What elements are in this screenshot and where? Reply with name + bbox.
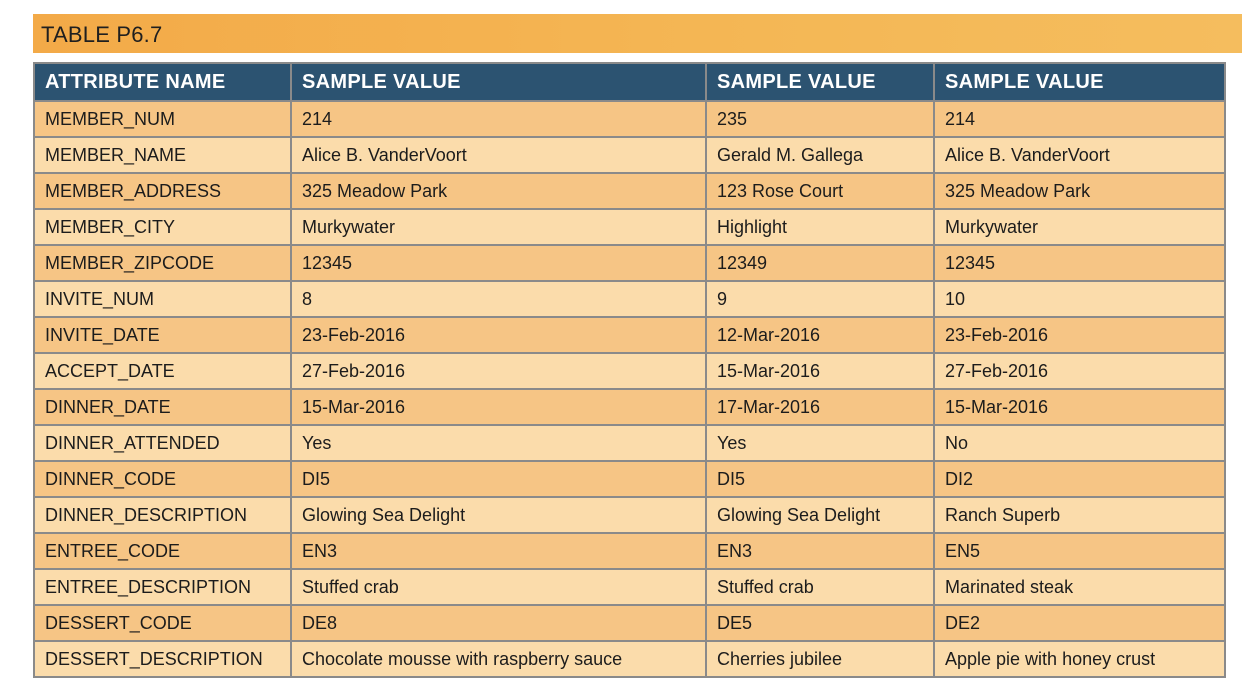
- sample-value-1-cell: 15-Mar-2016: [290, 388, 707, 426]
- table-header: ATTRIBUTE NAME SAMPLE VALUE SAMPLE VALUE…: [33, 62, 1226, 102]
- sample-value-1-cell: DE8: [290, 604, 707, 642]
- header-attribute-name: ATTRIBUTE NAME: [33, 62, 292, 102]
- table-row: MEMBER_NUM 214 235 214: [33, 100, 1226, 138]
- attribute-name-cell: DESSERT_CODE: [33, 604, 292, 642]
- sample-value-1-cell: 8: [290, 280, 707, 318]
- sample-value-1-cell: Murkywater: [290, 208, 707, 246]
- attribute-name-cell: DINNER_CODE: [33, 460, 292, 498]
- sample-value-2-cell: DE5: [705, 604, 935, 642]
- table-row: DINNER_ATTENDED Yes Yes No: [33, 424, 1226, 462]
- attribute-name-cell: MEMBER_NUM: [33, 100, 292, 138]
- sample-value-1-cell: DI5: [290, 460, 707, 498]
- sample-value-2-cell: Glowing Sea Delight: [705, 496, 935, 534]
- sample-value-2-cell: Yes: [705, 424, 935, 462]
- sample-value-3-cell: 10: [933, 280, 1226, 318]
- table-row: DESSERT_DESCRIPTION Chocolate mousse with…: [33, 640, 1226, 678]
- header-sample-value-2: SAMPLE VALUE: [705, 62, 935, 102]
- header-sample-value-3: SAMPLE VALUE: [933, 62, 1226, 102]
- table-row: MEMBER_ADDRESS 325 Meadow Park 123 Rose Co…: [33, 172, 1226, 210]
- attribute-name-cell: MEMBER_ADDRESS: [33, 172, 292, 210]
- attribute-name-cell: ENTREE_DESCRIPTION: [33, 568, 292, 606]
- attribute-name-cell: DINNER_DESCRIPTION: [33, 496, 292, 534]
- sample-value-3-cell: DE2: [933, 604, 1226, 642]
- sample-value-1-cell: Yes: [290, 424, 707, 462]
- attribute-name-cell: DINNER_DATE: [33, 388, 292, 426]
- attribute-name-cell: DINNER_ATTENDED: [33, 424, 292, 462]
- attribute-sample-table: ATTRIBUTE NAME SAMPLE VALUE SAMPLE VALUE…: [33, 62, 1226, 678]
- table-row: INVITE_NUM 8 9 10: [33, 280, 1226, 318]
- sample-value-2-cell: EN3: [705, 532, 935, 570]
- sample-value-2-cell: 12-Mar-2016: [705, 316, 935, 354]
- sample-value-1-cell: Alice B. VanderVoort: [290, 136, 707, 174]
- sample-value-3-cell: Alice B. VanderVoort: [933, 136, 1226, 174]
- sample-value-1-cell: Chocolate mousse with raspberry sauce: [290, 640, 707, 678]
- sample-value-3-cell: Marinated steak: [933, 568, 1226, 606]
- sample-value-1-cell: 325 Meadow Park: [290, 172, 707, 210]
- sample-value-3-cell: 12345: [933, 244, 1226, 282]
- table-row: ENTREE_CODE EN3 EN3 EN5: [33, 532, 1226, 570]
- table-row: INVITE_DATE 23-Feb-2016 12-Mar-2016 23-Feb-…: [33, 316, 1226, 354]
- sample-value-2-cell: 17-Mar-2016: [705, 388, 935, 426]
- sample-value-3-cell: 325 Meadow Park: [933, 172, 1226, 210]
- sample-value-2-cell: 9: [705, 280, 935, 318]
- sample-value-3-cell: No: [933, 424, 1226, 462]
- sample-value-1-cell: 12345: [290, 244, 707, 282]
- attribute-name-cell: MEMBER_NAME: [33, 136, 292, 174]
- attribute-name-cell: INVITE_DATE: [33, 316, 292, 354]
- attribute-name-cell: DESSERT_DESCRIPTION: [33, 640, 292, 678]
- table-row: MEMBER_CITY Murkywater Highlight Murkywater: [33, 208, 1226, 246]
- sample-value-3-cell: 27-Feb-2016: [933, 352, 1226, 390]
- attribute-name-cell: MEMBER_ZIPCODE: [33, 244, 292, 282]
- sample-value-1-cell: Stuffed crab: [290, 568, 707, 606]
- attribute-name-cell: ENTREE_CODE: [33, 532, 292, 570]
- sample-value-2-cell: 15-Mar-2016: [705, 352, 935, 390]
- sample-value-3-cell: EN5: [933, 532, 1226, 570]
- table-row: ACCEPT_DATE 27-Feb-2016 15-Mar-2016 27-Feb-…: [33, 352, 1226, 390]
- header-sample-value-1: SAMPLE VALUE: [290, 62, 707, 102]
- attribute-name-cell: INVITE_NUM: [33, 280, 292, 318]
- table-row: DINNER_DATE 15-Mar-2016 17-Mar-2016 15-Mar-…: [33, 388, 1226, 426]
- sample-value-2-cell: Highlight: [705, 208, 935, 246]
- sample-value-3-cell: Apple pie with honey crust: [933, 640, 1226, 678]
- table-row: MEMBER_ZIPCODE 12345 12349 12345: [33, 244, 1226, 282]
- sample-value-1-cell: 214: [290, 100, 707, 138]
- sample-value-1-cell: Glowing Sea Delight: [290, 496, 707, 534]
- sample-value-2-cell: 123 Rose Court: [705, 172, 935, 210]
- sample-value-3-cell: 23-Feb-2016: [933, 316, 1226, 354]
- sample-value-2-cell: Gerald M. Gallega: [705, 136, 935, 174]
- table-row: ENTREE_DESCRIPTION Stuffed crab Stuffed cr…: [33, 568, 1226, 606]
- sample-value-2-cell: 235: [705, 100, 935, 138]
- sample-value-3-cell: Ranch Superb: [933, 496, 1226, 534]
- sample-value-3-cell: Murkywater: [933, 208, 1226, 246]
- sample-value-1-cell: 23-Feb-2016: [290, 316, 707, 354]
- attribute-name-cell: MEMBER_CITY: [33, 208, 292, 246]
- sample-value-2-cell: Stuffed crab: [705, 568, 935, 606]
- table-row: DESSERT_CODE DE8 DE5 DE2: [33, 604, 1226, 642]
- sample-value-3-cell: DI2: [933, 460, 1226, 498]
- sample-value-2-cell: Cherries jubilee: [705, 640, 935, 678]
- sample-value-1-cell: EN3: [290, 532, 707, 570]
- sample-value-3-cell: 214: [933, 100, 1226, 138]
- table-row: DINNER_DESCRIPTION Glowing Sea Delight Glo…: [33, 496, 1226, 534]
- sample-value-3-cell: 15-Mar-2016: [933, 388, 1226, 426]
- sample-value-1-cell: 27-Feb-2016: [290, 352, 707, 390]
- sample-value-2-cell: DI5: [705, 460, 935, 498]
- sample-value-2-cell: 12349: [705, 244, 935, 282]
- table-row: MEMBER_NAME Alice B. VanderVoort Gerald M.…: [33, 136, 1226, 174]
- table-row: DINNER_CODE DI5 DI5 DI2: [33, 460, 1226, 498]
- attribute-name-cell: ACCEPT_DATE: [33, 352, 292, 390]
- table-title: TABLE P6.7: [33, 14, 1242, 53]
- header-row: ATTRIBUTE NAME SAMPLE VALUE SAMPLE VALUE…: [33, 62, 1226, 102]
- table-body: MEMBER_NUM 214 235 214 MEMBER_NAME Alice B. V…: [33, 100, 1226, 678]
